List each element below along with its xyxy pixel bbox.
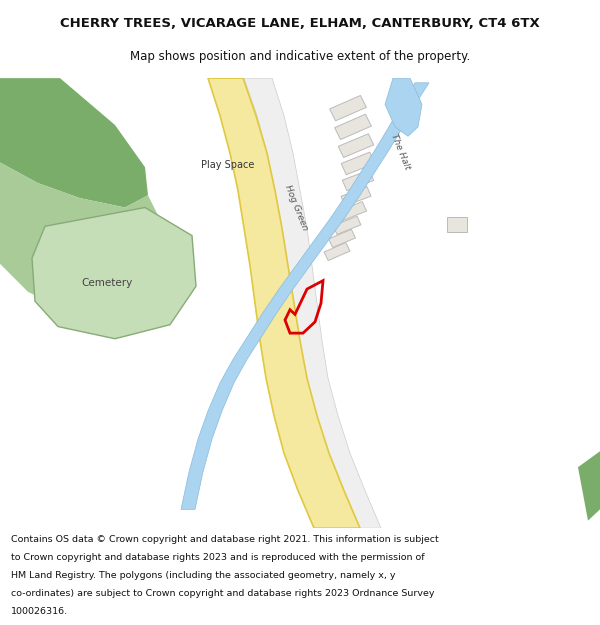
Bar [447, 217, 467, 232]
Text: to Crown copyright and database rights 2023 and is reproduced with the permissio: to Crown copyright and database rights 2… [11, 553, 424, 562]
Polygon shape [578, 451, 600, 521]
Bar [341, 152, 375, 175]
Bar [335, 114, 371, 139]
Text: CHERRY TREES, VICARAGE LANE, ELHAM, CANTERBURY, CT4 6TX: CHERRY TREES, VICARAGE LANE, ELHAM, CANT… [60, 17, 540, 30]
Bar [329, 96, 367, 121]
Polygon shape [208, 78, 360, 528]
Text: The Halt: The Halt [389, 132, 411, 171]
Polygon shape [181, 82, 429, 509]
Bar [333, 216, 361, 234]
Polygon shape [0, 78, 148, 208]
Text: co-ordinates) are subject to Crown copyright and database rights 2023 Ordnance S: co-ordinates) are subject to Crown copyr… [11, 589, 434, 598]
Polygon shape [0, 162, 168, 311]
Polygon shape [385, 78, 422, 136]
Text: Hog Green: Hog Green [283, 183, 309, 232]
Text: Cemetery: Cemetery [82, 278, 133, 288]
Bar [337, 201, 367, 221]
Bar [341, 186, 371, 206]
Bar [329, 229, 355, 248]
Bar [338, 134, 374, 158]
Text: Map shows position and indicative extent of the property.: Map shows position and indicative extent… [130, 50, 470, 62]
Text: Contains OS data © Crown copyright and database right 2021. This information is : Contains OS data © Crown copyright and d… [11, 535, 439, 544]
Bar [343, 170, 374, 191]
Polygon shape [32, 208, 196, 339]
Text: HM Land Registry. The polygons (including the associated geometry, namely x, y: HM Land Registry. The polygons (includin… [11, 571, 395, 580]
Bar [324, 242, 350, 261]
Text: 100026316.: 100026316. [11, 607, 68, 616]
Text: Play Space: Play Space [202, 160, 254, 170]
Polygon shape [244, 78, 381, 528]
